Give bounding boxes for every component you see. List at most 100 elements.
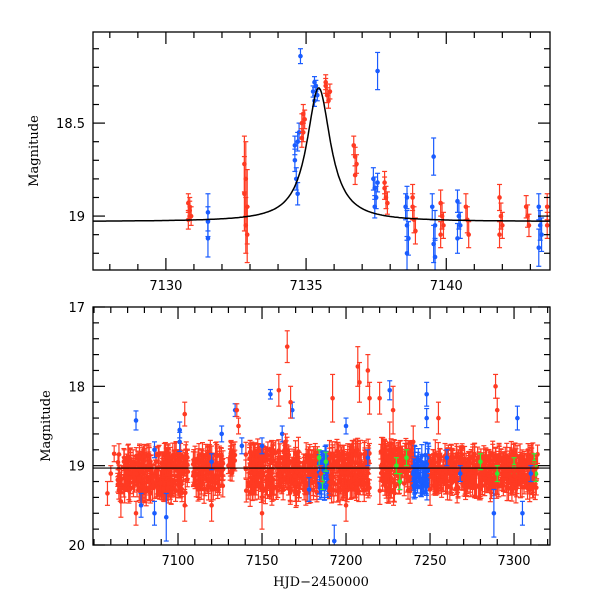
data-point (215, 475, 220, 481)
data-point (243, 452, 249, 457)
band-point (128, 451, 134, 471)
red-point (187, 196, 193, 217)
data-point (385, 200, 390, 206)
red-point (438, 221, 444, 249)
data-point (172, 455, 177, 460)
data-point (306, 470, 312, 476)
band-point (231, 443, 237, 470)
data-point (136, 476, 142, 481)
data-point (327, 89, 333, 94)
data-point (158, 480, 163, 486)
data-point (250, 489, 255, 495)
band-point (202, 481, 208, 497)
blue-point (536, 228, 542, 267)
data-point (247, 470, 253, 476)
band-point (211, 473, 217, 492)
blue-point (404, 235, 410, 270)
blue-point (404, 185, 410, 210)
data-point (466, 232, 471, 237)
data-point (128, 458, 134, 464)
data-point (353, 453, 359, 458)
data-point (141, 453, 147, 459)
band-point (160, 452, 166, 479)
data-point (375, 180, 380, 185)
data-point (352, 172, 358, 178)
blue-point (431, 137, 437, 176)
data-point (136, 488, 142, 493)
data-point (536, 245, 542, 250)
data-point (199, 482, 204, 488)
data-point (296, 130, 302, 135)
data-point (327, 485, 333, 491)
data-point (260, 486, 266, 491)
data-point (211, 462, 217, 468)
blue-point (375, 51, 381, 91)
data-point (431, 154, 436, 159)
band-point (130, 454, 136, 477)
data-point (202, 486, 208, 492)
data-point (349, 483, 354, 489)
band-point (146, 476, 152, 501)
top-data-points (185, 48, 550, 270)
data-point (410, 195, 415, 200)
data-point (544, 204, 550, 210)
data-point (200, 461, 206, 467)
data-point (382, 180, 387, 185)
data-point (276, 448, 282, 453)
data-point (192, 457, 198, 463)
data-point (310, 89, 316, 94)
band-point (211, 454, 217, 476)
data-point (377, 488, 383, 494)
data-point (292, 473, 298, 479)
blue-point (539, 217, 545, 253)
band-point (124, 470, 130, 485)
top-y-axis-title: Magnitude (27, 115, 42, 187)
data-point (133, 453, 139, 459)
red-point (466, 221, 472, 249)
y-tick-label: 19 (68, 210, 85, 225)
data-point (291, 458, 296, 463)
blue-point (296, 122, 302, 143)
data-point (269, 490, 275, 496)
data-point (168, 490, 174, 496)
data-point (354, 481, 359, 487)
band-point (214, 464, 220, 491)
data-point (372, 204, 378, 210)
band-point (198, 475, 204, 495)
data-point (265, 473, 270, 479)
data-point (138, 469, 144, 474)
data-point (404, 250, 410, 256)
data-point (242, 191, 247, 197)
data-point (270, 452, 276, 457)
data-point (166, 481, 171, 487)
data-point (298, 53, 303, 59)
data-point (178, 459, 183, 464)
data-point (296, 449, 301, 454)
red-point (497, 221, 503, 249)
data-point (497, 232, 502, 237)
band-point (157, 470, 163, 497)
red-point (440, 211, 446, 239)
data-point (178, 472, 184, 477)
data-point (339, 463, 344, 468)
data-point (217, 453, 222, 458)
data-point (116, 466, 122, 472)
red-point (412, 217, 418, 245)
data-point (205, 236, 211, 241)
band-point (141, 443, 147, 469)
data-point (297, 472, 303, 478)
data-point (286, 452, 292, 458)
blue-point (454, 222, 460, 254)
band-point (216, 445, 222, 466)
data-point (323, 79, 329, 85)
red-point (299, 128, 305, 148)
data-point (544, 223, 550, 228)
x-tick-label: 7130 (149, 279, 182, 294)
data-point (187, 204, 193, 210)
data-point (179, 486, 185, 492)
data-point (248, 449, 253, 455)
red-point (382, 170, 388, 195)
data-point (455, 198, 460, 204)
data-point (292, 143, 298, 148)
